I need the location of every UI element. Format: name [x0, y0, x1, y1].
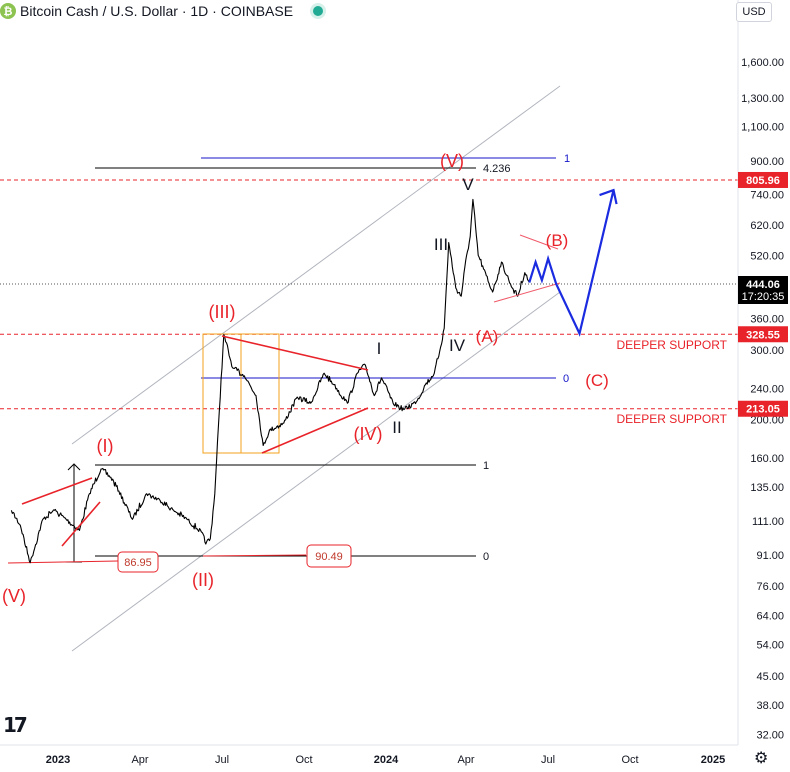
sub-wave-iv-label: IV	[449, 336, 466, 355]
sub-wave-i-label: I	[377, 339, 382, 358]
wave-i-lower-trend-line	[61, 501, 101, 547]
price-tick-label: 360.00	[750, 314, 784, 326]
chart-header: ₿ Bitcoin Cash / U.S. Dollar · 1D · COIN…	[0, 0, 324, 22]
fib-4236-label: 4.236	[483, 163, 511, 175]
price-tick-label: 32.00	[756, 730, 784, 742]
price-tick-label: 135.00	[750, 482, 784, 494]
current-price-tag: 444.06	[746, 279, 780, 291]
support-2-price-tag: 213.05	[746, 404, 780, 416]
projection-arrow-icon	[599, 188, 618, 205]
price-tick-label: 240.00	[750, 383, 784, 395]
price-series-line	[10, 198, 530, 564]
sub-wave-iii-label: III	[434, 235, 448, 254]
price-tick-label: 620.00	[750, 220, 784, 232]
wave-i-label: (I)	[97, 436, 114, 456]
time-tick-label: Jul	[215, 754, 229, 766]
fib-0-mid-label: 0	[563, 373, 569, 385]
current-price-tag-background	[738, 276, 788, 304]
countdown-tag: 17:20:35	[742, 291, 785, 303]
time-tick-label: Oct	[295, 754, 312, 766]
top-price-tag: 805.96	[746, 175, 780, 187]
price-tick-label: 200.00	[750, 415, 784, 427]
time-tick-label: 2023	[46, 754, 70, 766]
sub-wave-v-label: V	[462, 175, 474, 194]
price-tick-label: 900.00	[750, 156, 784, 168]
price-tick-label: 64.00	[756, 611, 784, 623]
wave-v-low-label: (V)	[2, 586, 26, 606]
price-tick-label: 76.00	[756, 581, 784, 593]
price-tick-label: 520.00	[750, 250, 784, 262]
wedge-lower-trend-line	[493, 282, 561, 303]
wave-a-label: (A)	[476, 327, 499, 346]
fib-0-low-label: 0	[483, 551, 489, 563]
measure-arrow-icon	[67, 463, 81, 471]
sub-wave-ii-label: II	[392, 418, 401, 437]
time-tick-label: Oct	[621, 754, 638, 766]
settings-gear-icon[interactable]: ⚙	[754, 748, 769, 767]
box-low-connector	[7, 560, 119, 564]
price-tick-label: 300.00	[750, 345, 784, 357]
projection-path-line	[528, 189, 615, 337]
price-tick-label: 111.00	[752, 516, 784, 528]
box-ii-connector	[202, 554, 307, 557]
wave-b-label: (B)	[546, 231, 569, 250]
support-1-price-tag: 328.55	[746, 329, 780, 341]
price-tick-label: 1,300.00	[741, 93, 784, 105]
box-low-outline	[117, 551, 159, 573]
bitcoin-cash-icon: ₿	[0, 3, 16, 19]
time-tick-label: Jul	[541, 754, 555, 766]
chart-title: Bitcoin Cash / U.S. Dollar · 1D · COINBA…	[20, 3, 294, 19]
channel-lower-line	[71, 291, 561, 652]
triangle-upper-trend-line	[221, 335, 369, 371]
price-tick-label: 91.00	[756, 550, 784, 562]
deeper-support-1-label: DEEPER SUPPORT	[617, 338, 728, 352]
price-tick-label: 54.00	[756, 640, 784, 652]
price-tick-label: 45.00	[756, 671, 784, 683]
support-2-price-tag-background	[738, 400, 788, 417]
tradingview-logo-icon: 17	[3, 713, 28, 737]
time-tick-label: 2025	[701, 754, 725, 766]
price-tick-label: 160.00	[750, 453, 784, 465]
top-price-tag-background	[738, 171, 788, 188]
box-ii-value: 90.49	[315, 551, 343, 563]
wave-i-upper-trend-line	[21, 477, 93, 505]
wave-v-top-label: (V)	[440, 151, 464, 171]
currency-selector[interactable]: USD	[736, 2, 772, 22]
fib-1-top-label: 1	[564, 153, 570, 165]
wave-iii-label: (III)	[209, 302, 236, 322]
deeper-support-2-label: DEEPER SUPPORT	[617, 412, 728, 426]
price-tick-label: 1,100.00	[741, 121, 784, 133]
triangle-lower-trend-line	[261, 407, 369, 454]
price-tick-label: 38.00	[756, 700, 784, 712]
price-axis-background	[738, 0, 790, 772]
channel-upper-line	[71, 85, 561, 445]
time-tick-label: Apr	[131, 754, 148, 766]
price-tick-label: 1,600.00	[741, 57, 784, 69]
time-tick-label: 2024	[374, 754, 399, 766]
wave-c-label: (C)	[585, 371, 609, 390]
box-low-value: 86.95	[124, 557, 152, 569]
time-tick-label: Apr	[457, 754, 474, 766]
wave-iv-label: (IV)	[354, 424, 383, 444]
price-tick-label: 740.00	[750, 190, 784, 202]
market-open-icon	[313, 6, 324, 16]
wave-ii-label: (II)	[192, 570, 214, 590]
fib-1-mid-label: 1	[483, 460, 489, 472]
support-1-price-tag-background	[738, 326, 788, 343]
wedge-upper-trend-line	[519, 234, 559, 250]
box-ii-outline	[306, 544, 352, 568]
